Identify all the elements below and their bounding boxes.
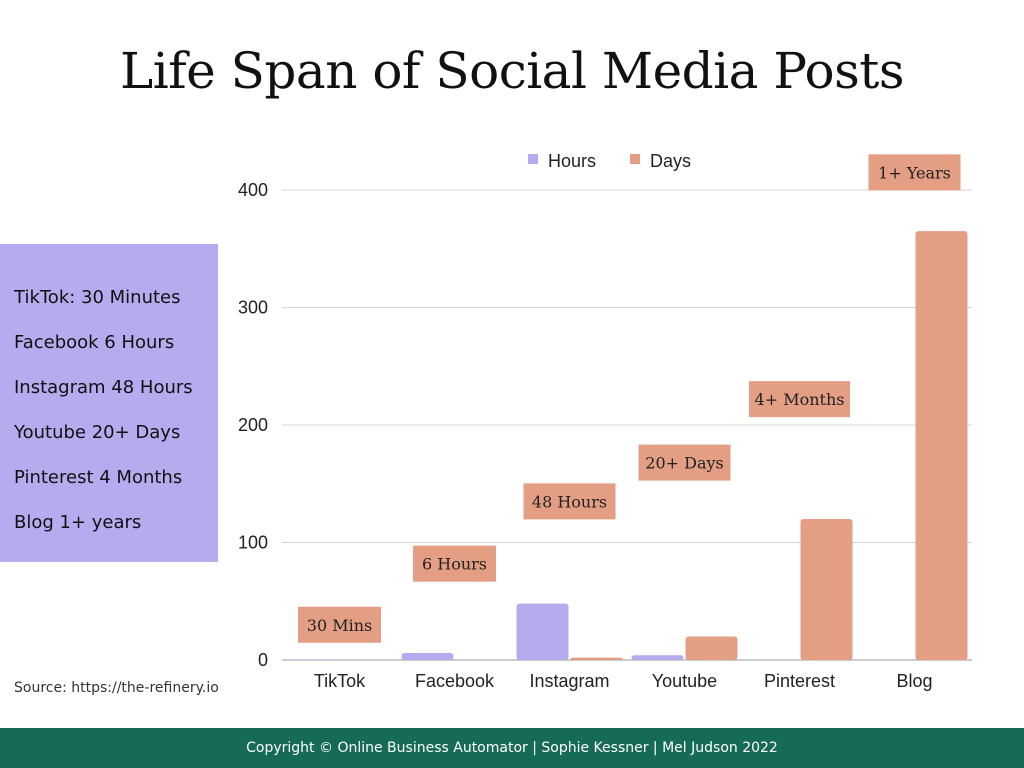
annotation-box (749, 381, 850, 418)
lifespan-summary-panel: TikTok: 30 Minutes Facebook 6 Hours Inst… (0, 244, 218, 562)
bar-days-instagram (570, 657, 623, 660)
annotation-label: 1+ Years (878, 163, 951, 182)
page-title: Life Span of Social Media Posts (119, 42, 905, 100)
y-tick-label: 0 (258, 650, 268, 670)
summary-item-tiktok: TikTok: 30 Minutes (14, 287, 181, 308)
y-tick-label: 400 (238, 180, 268, 200)
footer-copyright: Copyright © Online Business Automator | … (0, 728, 1024, 768)
annotation-label: 20+ Days (645, 454, 723, 473)
y-tick-label: 100 (238, 533, 268, 553)
annotation-box (868, 154, 961, 191)
x-tick-label: Blog (896, 671, 932, 691)
y-tick-label: 300 (238, 298, 268, 318)
summary-item-pinterest: Pinterest 4 Months (14, 467, 183, 488)
annotation-label: 30 Mins (307, 616, 372, 635)
lifespan-summary-list: TikTok: 30 Minutes Facebook 6 Hours Inst… (0, 244, 218, 556)
annotation-label: 4+ Months (755, 390, 845, 409)
legend-label-days: Days (650, 151, 691, 171)
bar-days-blog (915, 231, 968, 660)
annotation-label: 6 Hours (422, 555, 487, 574)
annotation-box (413, 545, 496, 582)
bar-chart: 0 100 200 300 400 TikTok Facebook Instagram Yout… (238, 151, 972, 691)
summary-item-instagram: Instagram 48 Hours (14, 377, 193, 398)
bar-hours-youtube (631, 655, 684, 660)
bar-hours-facebook (401, 652, 454, 660)
annotation-box (638, 444, 731, 481)
annotation-label: 48 Hours (532, 492, 607, 511)
bar-days-pinterest (800, 519, 853, 660)
x-tick-label: Pinterest (764, 671, 835, 691)
annotation-box (298, 606, 381, 643)
summary-item-facebook: Facebook 6 Hours (14, 332, 175, 353)
legend-swatch-hours (528, 154, 538, 164)
legend-swatch-days (630, 154, 640, 164)
x-tick-label: Youtube (652, 671, 717, 691)
bar-hours-tiktok (286, 659, 339, 660)
annotation-box (523, 483, 616, 520)
source-note: Source: https://the-refinery.io (14, 680, 219, 696)
summary-item-blog: Blog 1+ years (14, 512, 142, 533)
x-tick-label: Facebook (415, 671, 495, 691)
x-tick-label: TikTok (314, 671, 366, 691)
y-tick-label: 200 (238, 415, 268, 435)
legend-label-hours: Hours (548, 151, 596, 171)
bar-hours-instagram (516, 603, 569, 660)
x-tick-label: Instagram (529, 671, 609, 691)
summary-item-youtube: Youtube 20+ Days (14, 422, 181, 443)
bar-days-youtube (685, 636, 738, 660)
